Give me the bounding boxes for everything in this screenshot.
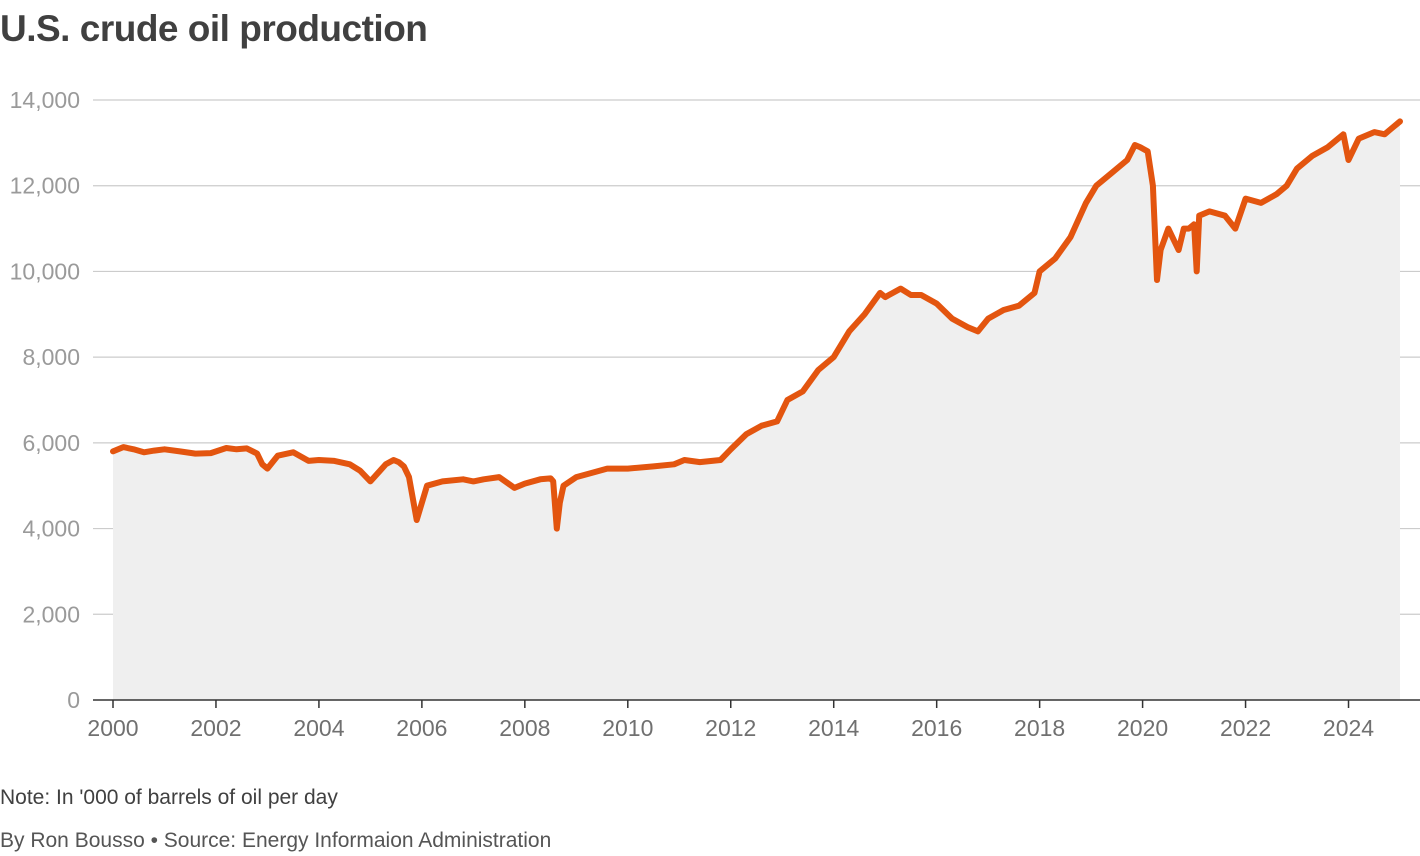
area-fill (113, 121, 1400, 700)
x-tick-label: 2008 (499, 715, 550, 741)
x-tick-label: 2020 (1117, 715, 1168, 741)
y-tick-label: 12,000 (10, 173, 80, 199)
x-tick-label: 2000 (87, 715, 138, 741)
y-tick-label: 8,000 (22, 344, 80, 370)
y-tick-label: 6,000 (22, 430, 80, 456)
y-tick-label: 10,000 (10, 258, 80, 284)
x-tick-label: 2024 (1323, 715, 1374, 741)
chart-credit: By Ron Bousso • Source: Energy Informaio… (0, 829, 552, 852)
x-tick-label: 2010 (602, 715, 653, 741)
x-tick-label: 2014 (808, 715, 859, 741)
oil-production-chart: 0 2,000 4,000 6,000 8,000 10,000 12,000 14,000 2… (10, 87, 1420, 741)
x-tick-label: 2016 (911, 715, 962, 741)
x-tick-label: 2006 (396, 715, 447, 741)
x-tick-label: 2002 (190, 715, 241, 741)
chart-note: Note: In '000 of barrels of oil per day (0, 786, 338, 809)
x-tick-label: 2012 (705, 715, 756, 741)
x-tick-label: 2004 (293, 715, 344, 741)
y-tick-label: 14,000 (10, 87, 80, 113)
x-tick-label: 2022 (1220, 715, 1271, 741)
y-tick-label: 0 (67, 687, 80, 713)
series-line (110, 118, 1403, 532)
y-tick-label: 4,000 (22, 516, 80, 542)
axes: 0 2,000 4,000 6,000 8,000 10,000 12,000 14,000 2… (10, 87, 1420, 741)
x-tick-label: 2018 (1014, 715, 1065, 741)
chart-title: U.S. crude oil production (0, 8, 428, 49)
y-tick-label: 2,000 (22, 601, 80, 627)
